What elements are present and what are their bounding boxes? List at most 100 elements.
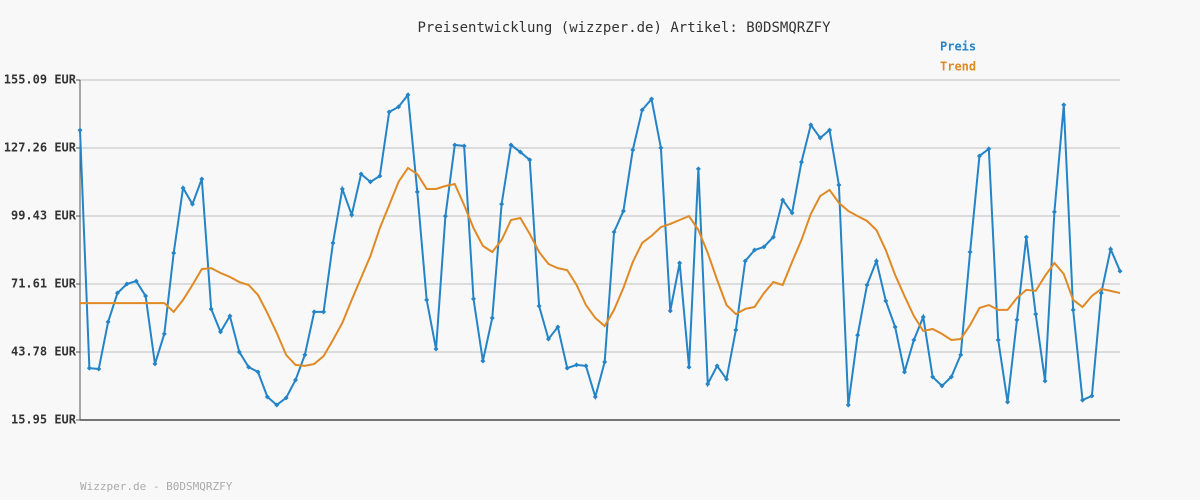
point-marker — [339, 186, 345, 192]
y-tick-label: 155.09 EUR — [4, 73, 77, 87]
point-marker — [246, 364, 252, 370]
point-marker — [855, 332, 861, 338]
point-marker — [236, 349, 242, 355]
point-marker — [545, 336, 551, 342]
point-marker — [883, 298, 889, 304]
y-tick-label: 15.95 EUR — [11, 413, 77, 427]
point-marker — [1033, 311, 1039, 317]
point-marker — [592, 394, 598, 400]
legend-label: Preis — [940, 40, 976, 54]
point-marker — [1061, 102, 1067, 108]
point-marker — [658, 145, 664, 151]
point-marker — [255, 369, 261, 375]
point-marker — [639, 107, 645, 113]
point-marker — [1051, 209, 1057, 215]
point-marker — [180, 185, 186, 191]
point-marker — [133, 278, 139, 284]
y-tick-label: 43.78 EUR — [11, 344, 77, 358]
point-marker — [967, 249, 973, 255]
point-marker — [452, 142, 458, 148]
point-marker — [171, 250, 177, 256]
point-marker — [761, 244, 767, 250]
point-marker — [873, 258, 879, 264]
point-marker — [1080, 397, 1086, 403]
point-marker — [1023, 234, 1029, 240]
point-marker — [789, 210, 795, 216]
point-marker — [480, 358, 486, 364]
chart-title: Preisentwicklung (wizzper.de) Artikel: B… — [417, 20, 831, 36]
point-marker — [686, 364, 692, 370]
point-marker — [77, 127, 83, 133]
point-marker — [396, 104, 402, 110]
point-marker — [911, 337, 917, 343]
point-marker — [845, 402, 851, 408]
point-marker — [414, 189, 420, 195]
point-marker — [311, 309, 317, 315]
point-marker — [574, 362, 580, 368]
point-marker — [424, 297, 430, 303]
point-marker — [1042, 378, 1048, 384]
point-marker — [442, 213, 448, 219]
point-marker — [405, 92, 411, 98]
point-marker — [986, 146, 992, 152]
point-marker — [1117, 268, 1123, 274]
point-marker — [218, 329, 224, 335]
point-marker — [377, 173, 383, 179]
point-marker — [705, 381, 711, 387]
point-marker — [189, 201, 195, 207]
series-line — [80, 166, 1121, 367]
point-marker — [489, 315, 495, 321]
point-marker — [649, 96, 655, 102]
point-marker — [124, 281, 130, 287]
point-marker — [902, 369, 908, 375]
point-marker — [1108, 246, 1114, 252]
point-marker — [527, 157, 533, 163]
point-marker — [1005, 399, 1011, 405]
point-marker — [602, 359, 608, 365]
point-marker — [555, 324, 561, 330]
point-marker — [283, 395, 289, 401]
point-marker — [292, 377, 298, 383]
point-marker — [742, 258, 748, 264]
point-marker — [723, 376, 729, 382]
point-marker — [864, 282, 870, 288]
point-marker — [349, 212, 355, 218]
point-marker — [583, 363, 589, 369]
point-marker — [995, 337, 1001, 343]
point-marker — [161, 331, 167, 337]
y-tick-label: 71.61 EUR — [11, 276, 77, 290]
point-marker — [817, 135, 823, 141]
point-marker — [143, 293, 149, 299]
footer: Wizzper.de - B0DSMQRZFY — [80, 480, 233, 493]
point-marker — [695, 166, 701, 172]
point-marker — [199, 176, 205, 182]
point-marker — [948, 374, 954, 380]
point-marker — [976, 153, 982, 159]
point-marker — [564, 365, 570, 371]
point-marker — [1098, 290, 1104, 296]
point-marker — [517, 149, 523, 155]
y-tick-label: 99.43 EUR — [11, 209, 77, 223]
series-line — [79, 92, 1121, 407]
point-marker — [920, 314, 926, 320]
point-marker — [630, 147, 636, 153]
point-marker — [358, 171, 364, 177]
point-marker — [770, 234, 776, 240]
point-marker — [892, 324, 898, 330]
point-marker — [1014, 317, 1020, 323]
point-marker — [836, 182, 842, 188]
point-marker — [508, 142, 514, 148]
point-marker — [714, 363, 720, 369]
point-marker — [208, 306, 214, 312]
point-marker — [471, 296, 477, 302]
point-marker — [677, 260, 683, 266]
point-marker — [620, 208, 626, 214]
point-marker — [733, 327, 739, 333]
point-marker — [1070, 307, 1076, 313]
point-marker — [321, 309, 327, 315]
point-marker — [264, 394, 270, 400]
legend-label: Trend — [940, 60, 976, 74]
point-marker — [499, 201, 505, 207]
